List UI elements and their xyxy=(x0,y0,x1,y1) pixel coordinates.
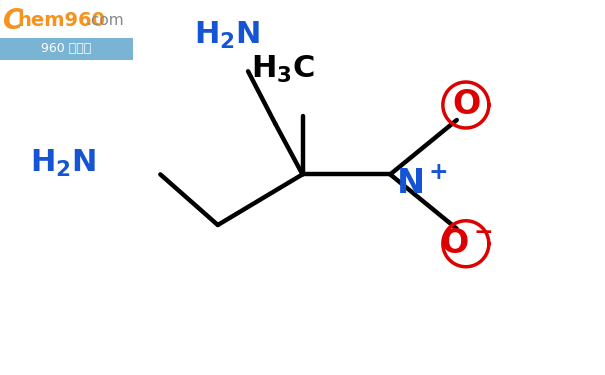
Text: $\mathbf{H_3C}$: $\mathbf{H_3C}$ xyxy=(251,54,315,85)
Text: $\mathbf{H_2N}$: $\mathbf{H_2N}$ xyxy=(30,148,97,178)
Text: $\mathbf{O}$: $\mathbf{O}$ xyxy=(451,88,480,122)
Text: $\mathbf{N^+}$: $\mathbf{N^+}$ xyxy=(396,167,448,200)
Text: $\mathbf{H_2N}$: $\mathbf{H_2N}$ xyxy=(194,20,260,51)
Text: $\mathbf{O^-}$: $\mathbf{O^-}$ xyxy=(440,227,492,260)
